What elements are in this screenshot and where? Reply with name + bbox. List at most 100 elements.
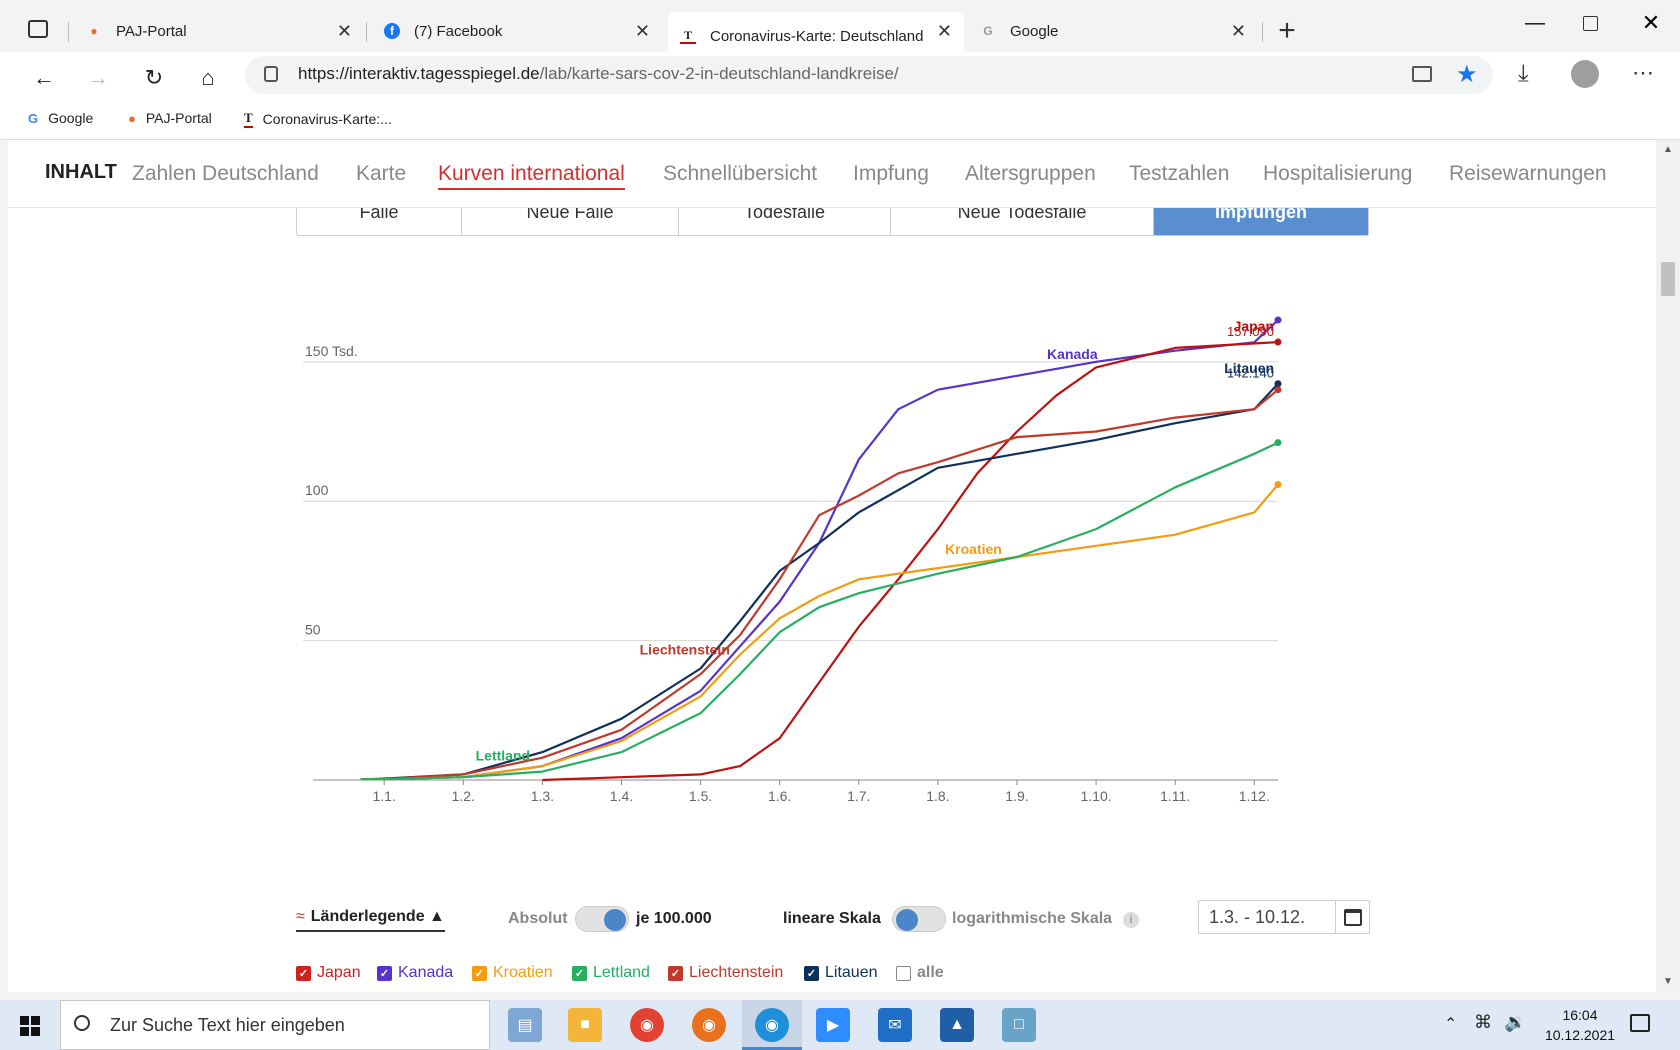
tab-title: Google bbox=[1010, 22, 1059, 40]
maximize-button[interactable] bbox=[1583, 16, 1598, 31]
series-endpoint-japan bbox=[1274, 338, 1282, 346]
nav-impfung[interactable]: Impfung bbox=[853, 162, 929, 185]
nav-testzahlen[interactable]: Testzahlen bbox=[1129, 162, 1230, 185]
calendar-icon[interactable] bbox=[1335, 900, 1370, 934]
scroll-up-arrow[interactable]: ▲ bbox=[1663, 144, 1673, 155]
log-label: logarithmische Skala bbox=[952, 910, 1113, 927]
toggle-knob bbox=[604, 909, 626, 931]
x-tick-label: 1.10. bbox=[1081, 788, 1112, 804]
url-host: https://interaktiv.tagesspiegel.de bbox=[298, 64, 540, 83]
scale-toggle[interactable] bbox=[892, 906, 946, 932]
x-tick-label: 1.11. bbox=[1160, 788, 1190, 804]
firefox-icon[interactable]: ◉ bbox=[692, 1008, 726, 1042]
checkbox-alle[interactable]: alle bbox=[896, 964, 944, 982]
more-menu-icon[interactable]: ⋯ bbox=[1632, 60, 1654, 85]
close-icon[interactable]: ✕ bbox=[1230, 21, 1246, 41]
reader-view-icon[interactable] bbox=[1412, 66, 1432, 82]
lock-icon[interactable] bbox=[264, 66, 278, 82]
mail-icon[interactable]: ✉ bbox=[878, 1008, 912, 1042]
checkbox-box bbox=[896, 965, 911, 981]
laptop-icon[interactable]: ▤ bbox=[508, 1008, 542, 1042]
tab-facebook[interactable]: f (7) Facebook ✕ bbox=[372, 12, 662, 50]
zoom-icon[interactable]: ▶ bbox=[816, 1008, 850, 1042]
tab-google[interactable]: G Google ✕ bbox=[968, 12, 1258, 50]
series-endpoint-lettland bbox=[1274, 439, 1282, 447]
tray-chevron-icon[interactable]: ⌃ bbox=[1444, 1016, 1458, 1033]
favorite-star-icon[interactable]: ★ bbox=[1456, 61, 1478, 88]
wifi-icon[interactable]: ⌘ bbox=[1474, 1012, 1492, 1032]
y-tick-label: 100 bbox=[305, 482, 329, 498]
nav-schnelluebersicht[interactable]: Schnellübersicht bbox=[663, 162, 818, 185]
close-icon[interactable]: ✕ bbox=[936, 21, 952, 41]
scroll-down-arrow[interactable]: ▼ bbox=[1663, 976, 1673, 987]
clock-time: 16:04 bbox=[1562, 1007, 1598, 1023]
close-window-button[interactable]: ✕ bbox=[1641, 10, 1661, 35]
url-text[interactable]: https://interaktiv.tagesspiegel.de/lab/k… bbox=[298, 64, 899, 84]
notifications-icon[interactable] bbox=[1630, 1014, 1650, 1032]
forward-icon[interactable]: → bbox=[87, 65, 109, 90]
x-tick-label: 1.1. bbox=[373, 788, 396, 804]
address-bar[interactable] bbox=[245, 56, 1493, 94]
file-explorer-icon[interactable]: ■ bbox=[568, 1008, 602, 1042]
windows-taskbar: Zur Suche Text hier eingeben ▤ ■ ◉ ◉ ◉ ▶… bbox=[0, 1000, 1680, 1050]
checkbox-box: ✓ bbox=[472, 965, 487, 981]
nav-karte[interactable]: Karte bbox=[356, 162, 407, 185]
photos-icon[interactable]: ▲ bbox=[940, 1008, 974, 1042]
x-tick-label: 1.3. bbox=[531, 788, 554, 804]
series-line-lettland bbox=[360, 441, 1279, 781]
download-icon[interactable]: ⤓ bbox=[1518, 60, 1529, 87]
checkbox-litauen[interactable]: ✓ Litauen bbox=[804, 964, 878, 982]
nav-kurven-international[interactable]: Kurven international bbox=[438, 162, 625, 190]
tab-title: Coronavirus-Karte: Deutschland bbox=[710, 27, 924, 45]
nav-hospitalisierung[interactable]: Hospitalisierung bbox=[1263, 162, 1413, 185]
bookmark-label: Google bbox=[48, 110, 94, 126]
browser-tab-bar: ● PAJ-Portal ✕ f (7) Facebook ✕ T Corona… bbox=[0, 0, 1680, 60]
checkbox-label: alle bbox=[917, 964, 944, 981]
notepad-icon[interactable]: □ bbox=[1002, 1008, 1036, 1042]
checkbox-kanada[interactable]: ✓ Kanada bbox=[377, 964, 453, 982]
close-icon[interactable]: ✕ bbox=[336, 21, 352, 41]
tab-actions-icon[interactable] bbox=[28, 20, 48, 38]
section-nav: INHALT Zahlen Deutschland Karte Kurven i… bbox=[8, 140, 1656, 208]
nav-altersgruppen[interactable]: Altersgruppen bbox=[965, 162, 1096, 185]
page-scrollbar[interactable]: ▲ ▼ bbox=[1656, 140, 1680, 992]
volume-icon[interactable]: 🔉 bbox=[1504, 1012, 1527, 1032]
checkbox-label: Japan bbox=[317, 964, 361, 981]
profile-avatar[interactable] bbox=[1571, 60, 1599, 88]
refresh-icon[interactable]: ↻ bbox=[144, 65, 164, 90]
back-icon[interactable]: ← bbox=[33, 65, 55, 90]
nav-reisewarnungen[interactable]: Reisewarnungen bbox=[1449, 162, 1607, 185]
taskbar-search-box[interactable] bbox=[60, 1000, 490, 1050]
absolut-label: Absolut bbox=[508, 910, 568, 927]
minimize-button[interactable]: — bbox=[1525, 12, 1545, 34]
checkbox-kroatien[interactable]: ✓ Kroatien bbox=[472, 964, 553, 982]
series-name-label: Litauen bbox=[1224, 360, 1274, 376]
close-icon[interactable]: ✕ bbox=[634, 21, 650, 41]
checkbox-box: ✓ bbox=[572, 965, 587, 981]
new-tab-button[interactable]: + bbox=[1278, 14, 1296, 47]
date-range-input[interactable]: 1.3. - 10.12. bbox=[1198, 900, 1370, 934]
checkbox-liechtenstein[interactable]: ✓ Liechtenstein bbox=[668, 964, 783, 982]
bookmark-paj-portal[interactable]: ● PAJ-Portal bbox=[128, 110, 212, 126]
calendar-glyph bbox=[1344, 908, 1362, 926]
absolute-per100k-toggle[interactable] bbox=[575, 906, 629, 932]
series-line-kroatien bbox=[360, 483, 1279, 781]
edge-icon[interactable]: ◉ bbox=[755, 1008, 789, 1042]
home-icon[interactable]: ⌂ bbox=[201, 65, 215, 90]
windows-start-icon[interactable] bbox=[20, 1016, 40, 1036]
scrollbar-thumb[interactable] bbox=[1661, 262, 1675, 296]
series-line-litauen bbox=[360, 382, 1279, 781]
nav-zahlen-deutschland[interactable]: Zahlen Deutschland bbox=[132, 162, 319, 185]
taskbar-clock[interactable]: 16:04 10.12.2021 bbox=[1530, 1005, 1630, 1045]
legend-toggle[interactable]: ≈ Länderlegende ▲ bbox=[296, 908, 445, 932]
bookmark-google[interactable]: G Google bbox=[28, 110, 93, 126]
info-icon[interactable]: i bbox=[1123, 912, 1139, 928]
checkbox-lettland[interactable]: ✓ Lettland bbox=[572, 964, 650, 982]
tab-paj-portal[interactable]: ● PAJ-Portal ✕ bbox=[74, 12, 364, 50]
search-icon bbox=[74, 1015, 90, 1031]
chrome-icon[interactable]: ◉ bbox=[630, 1008, 664, 1042]
checkbox-box: ✓ bbox=[377, 965, 392, 981]
bookmark-coronavirus-karte[interactable]: T Coronavirus-Karte:... bbox=[244, 110, 392, 128]
tagesspiegel-icon: T bbox=[680, 28, 696, 44]
checkbox-japan[interactable]: ✓ Japan bbox=[296, 964, 361, 982]
